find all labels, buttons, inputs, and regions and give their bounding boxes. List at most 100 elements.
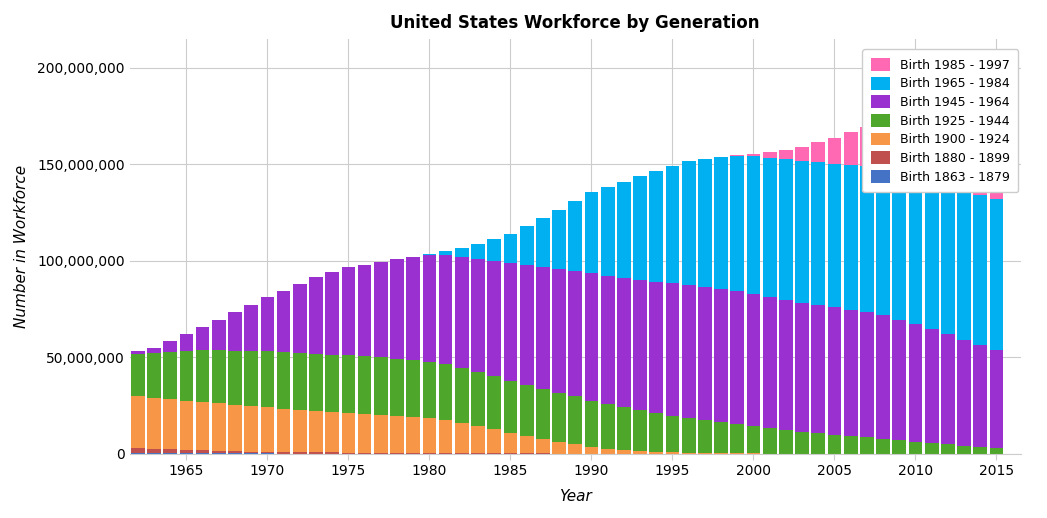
Bar: [131, 448, 144, 453]
Bar: [957, 125, 971, 191]
Bar: [309, 354, 322, 411]
Bar: [941, 444, 955, 454]
Bar: [876, 439, 890, 454]
Bar: [569, 396, 582, 444]
Bar: [569, 444, 582, 454]
Bar: [714, 289, 728, 422]
Bar: [601, 276, 615, 404]
Bar: [391, 453, 404, 454]
Bar: [276, 409, 290, 452]
Bar: [211, 404, 226, 451]
Bar: [439, 254, 452, 365]
Bar: [341, 355, 355, 413]
Bar: [487, 376, 502, 429]
Bar: [552, 442, 565, 453]
Bar: [519, 265, 534, 384]
Bar: [941, 335, 955, 444]
Bar: [148, 348, 161, 353]
Bar: [844, 132, 857, 165]
Bar: [633, 176, 647, 280]
Bar: [244, 351, 259, 406]
Bar: [552, 269, 565, 393]
Bar: [423, 255, 437, 362]
Bar: [211, 451, 226, 453]
Bar: [714, 422, 728, 453]
Bar: [261, 407, 274, 452]
Bar: [293, 284, 307, 353]
Bar: [309, 411, 322, 452]
Legend: Birth 1985 - 1997, Birth 1965 - 1984, Birth 1945 - 1964, Birth 1925 - 1944, Birt: Birth 1985 - 1997, Birth 1965 - 1984, Bi…: [862, 49, 1019, 192]
Bar: [374, 415, 387, 453]
Bar: [892, 320, 906, 440]
Bar: [131, 396, 144, 448]
Bar: [163, 341, 177, 352]
Bar: [779, 150, 793, 160]
Bar: [293, 410, 307, 452]
Bar: [666, 452, 680, 454]
Bar: [892, 440, 906, 454]
Bar: [569, 200, 582, 271]
Bar: [455, 368, 469, 423]
Bar: [228, 405, 242, 451]
Bar: [747, 156, 760, 294]
Bar: [941, 123, 955, 187]
Bar: [196, 350, 209, 402]
Bar: [536, 389, 550, 439]
Bar: [989, 199, 1003, 350]
Bar: [244, 406, 259, 452]
Bar: [487, 239, 502, 261]
Bar: [504, 263, 517, 381]
Bar: [569, 271, 582, 396]
Bar: [439, 421, 452, 453]
Bar: [649, 282, 663, 413]
Bar: [762, 152, 777, 157]
Bar: [747, 426, 760, 453]
Bar: [844, 436, 857, 454]
Bar: [860, 127, 873, 166]
Bar: [779, 300, 793, 430]
Bar: [698, 420, 712, 453]
Bar: [423, 419, 437, 453]
Bar: [163, 449, 177, 453]
Bar: [179, 400, 194, 450]
Bar: [471, 244, 485, 258]
Bar: [179, 450, 194, 453]
Bar: [391, 416, 404, 453]
Bar: [148, 449, 161, 453]
Bar: [714, 157, 728, 289]
Bar: [179, 351, 194, 400]
Bar: [698, 453, 712, 454]
Bar: [601, 404, 615, 449]
Bar: [179, 334, 194, 351]
Bar: [341, 267, 355, 355]
Bar: [633, 280, 647, 410]
Bar: [957, 191, 971, 340]
Bar: [666, 166, 680, 283]
Bar: [423, 254, 437, 255]
Bar: [731, 291, 744, 424]
Bar: [552, 393, 565, 442]
Bar: [471, 258, 485, 372]
Bar: [860, 312, 873, 437]
Bar: [844, 310, 857, 436]
Bar: [276, 291, 290, 352]
Bar: [584, 447, 598, 454]
Bar: [617, 408, 630, 450]
Bar: [374, 262, 387, 357]
Bar: [811, 142, 825, 163]
Bar: [892, 121, 906, 173]
Bar: [974, 344, 987, 447]
Bar: [649, 413, 663, 452]
Bar: [876, 315, 890, 439]
Bar: [584, 192, 598, 273]
Bar: [196, 327, 209, 350]
Bar: [989, 132, 1003, 199]
Bar: [617, 182, 630, 278]
Bar: [519, 226, 534, 265]
Bar: [552, 210, 565, 269]
Bar: [326, 453, 339, 454]
Bar: [293, 353, 307, 410]
Bar: [504, 381, 517, 433]
Bar: [601, 449, 615, 454]
Bar: [827, 138, 842, 164]
